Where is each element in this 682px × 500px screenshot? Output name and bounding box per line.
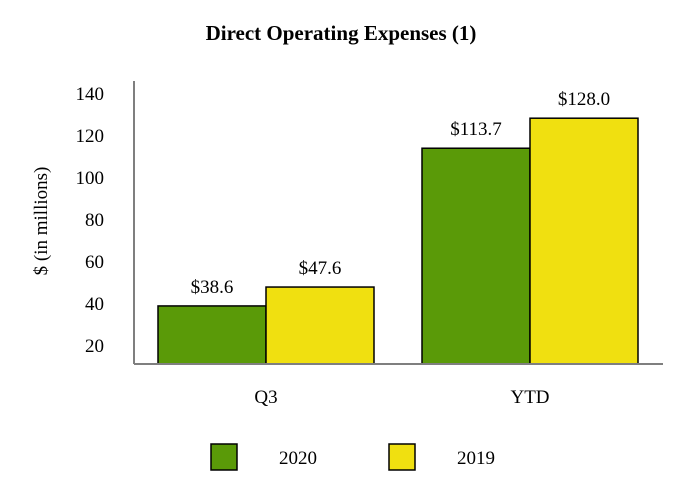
data-label: $113.7 [450,119,502,140]
legend-swatch-2020 [210,443,238,471]
bar-2019-ytd [529,117,639,365]
legend-label-2020: 2020 [279,448,317,469]
y-tick-label: 120 [76,126,105,147]
y-tick-label: 140 [76,84,105,105]
bars-group [157,117,639,365]
y-axis-label: $ (in millions) [31,167,52,276]
y-axis-ticks: 20 40 60 80 100 120 140 [76,84,105,357]
legend-label-2019: 2019 [457,448,495,469]
legend: 2020 2019 [210,443,495,471]
data-label: $47.6 [299,258,342,279]
y-tick-label: 20 [85,336,104,357]
y-tick-label: 80 [85,210,104,231]
legend-swatch-2019 [388,443,416,471]
data-labels-group: $38.6 $47.6 $113.7 $128.0 [191,89,611,298]
y-tick-label: 40 [85,294,104,315]
bar-2020-q3 [157,305,267,365]
bar-2019-q3 [265,286,375,365]
x-category-label: YTD [510,387,549,408]
bar-2020-ytd [421,147,531,365]
y-tick-label: 100 [76,168,105,189]
data-label: $38.6 [191,277,234,298]
chart-title: Direct Operating Expenses (1) [206,21,477,45]
x-axis-categories: Q3 YTD [254,387,549,408]
data-label: $128.0 [558,89,610,110]
x-category-label: Q3 [254,387,277,408]
y-tick-label: 60 [85,252,104,273]
